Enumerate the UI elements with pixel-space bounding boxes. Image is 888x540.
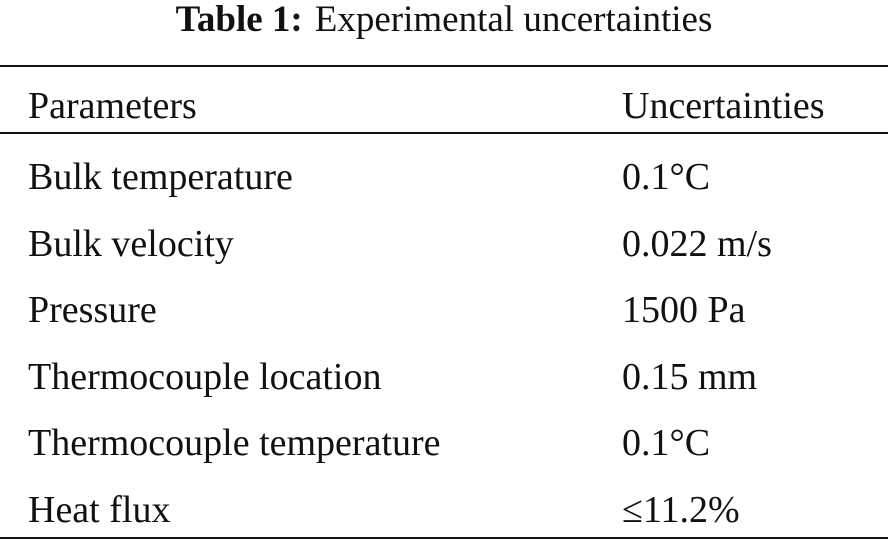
table-cell: Heat flux — [28, 489, 171, 531]
table-cell: 1500 Pa — [622, 289, 746, 332]
header-cell: Parameters — [28, 85, 197, 127]
table-cell: 0.1°C — [622, 422, 711, 465]
table-cell: Thermocouple location — [28, 355, 382, 398]
table-cell: 0.1°C — [622, 156, 711, 198]
bottom-rule — [0, 537, 888, 539]
table-cell: Thermocouple temperature — [28, 422, 441, 465]
table-cell: 0.022 m/s — [622, 222, 772, 265]
caption-label: Table 1: — [175, 0, 303, 40]
table-cell: Pressure — [28, 289, 157, 332]
table-cell: ≤11.2% — [622, 489, 740, 531]
caption: Table 1: Experimental uncertainties — [0, 0, 888, 40]
table-cell: Bulk temperature — [28, 156, 293, 198]
table-cell: 0.15 mm — [622, 355, 758, 398]
header-rule — [0, 132, 888, 134]
header-cell: Uncertainties — [622, 85, 825, 127]
caption-title: Experimental uncertainties — [314, 0, 713, 40]
top-rule — [0, 65, 888, 67]
table-cell: Bulk velocity — [28, 222, 234, 265]
